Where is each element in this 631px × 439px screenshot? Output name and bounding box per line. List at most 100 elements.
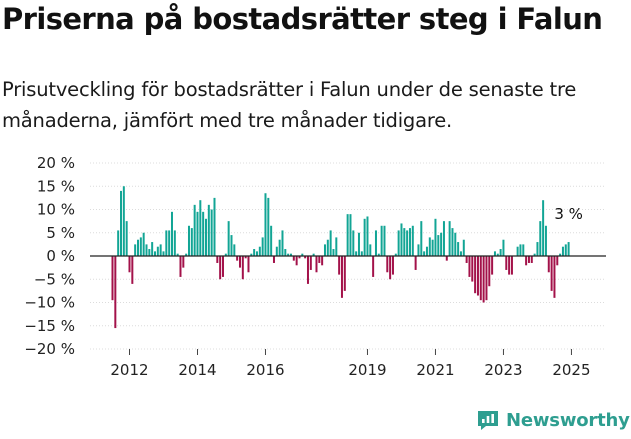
bar (236, 256, 239, 261)
chart-title: Priserna på bostadsrätter steg i Falun (2, 2, 603, 36)
bar (454, 232, 457, 256)
bar (482, 256, 485, 303)
x-tick-label: 2021 (416, 361, 454, 379)
bar (338, 256, 341, 275)
y-tick-label: 20 % (37, 154, 75, 172)
bar (386, 256, 389, 273)
bar (457, 242, 460, 256)
bar (224, 253, 227, 256)
bar (397, 230, 400, 256)
bar (159, 244, 162, 257)
bar (420, 221, 423, 257)
x-tick-label: 2023 (484, 361, 522, 379)
bar (474, 256, 477, 294)
bar (321, 256, 324, 266)
bar (340, 256, 343, 298)
bar (275, 246, 278, 256)
y-tick-label: −10 % (24, 294, 75, 312)
bar (289, 253, 292, 256)
bar (488, 256, 491, 287)
bar (170, 211, 173, 256)
bar (264, 193, 267, 256)
bar (357, 232, 360, 256)
bar (468, 256, 471, 277)
bar (227, 221, 230, 257)
y-tick-label: 10 % (37, 201, 75, 219)
bar (440, 232, 443, 256)
bar (128, 256, 131, 273)
y-tick-label: −20 % (24, 340, 75, 358)
bar (496, 253, 499, 256)
bar (176, 253, 179, 256)
bar (559, 253, 562, 256)
bars (111, 186, 570, 329)
bar (403, 228, 406, 256)
bar (360, 251, 363, 256)
bar (162, 251, 165, 256)
bar (539, 221, 542, 257)
bar (306, 256, 309, 284)
bar (199, 200, 202, 256)
bar (493, 251, 496, 256)
bar (202, 211, 205, 256)
bar (366, 216, 369, 256)
bar (428, 237, 431, 256)
bar (304, 256, 307, 259)
bar (204, 218, 207, 256)
bar (547, 256, 550, 273)
y-tick-label: −5 % (34, 270, 75, 288)
bar (391, 256, 394, 275)
bar (343, 256, 346, 291)
bar (332, 249, 335, 256)
bar (323, 244, 326, 257)
bar (261, 237, 264, 256)
bar (309, 256, 312, 270)
bar (238, 256, 241, 268)
bar (377, 253, 380, 256)
bar (117, 230, 120, 256)
bar (173, 230, 176, 256)
bar (120, 190, 122, 256)
bar (465, 256, 468, 263)
bar (154, 251, 156, 256)
bar (425, 246, 428, 256)
bar (142, 232, 145, 256)
bar (556, 256, 559, 266)
bar (380, 225, 383, 256)
bar (250, 253, 253, 256)
bar (156, 246, 159, 256)
bar (295, 256, 298, 266)
bar (471, 256, 474, 282)
bar (550, 256, 553, 291)
bar (165, 230, 168, 256)
bar-chart: 20 % 15 % 10 % 5 % 0 % −5 % −10 % −15 % −20 % 20… (24, 154, 606, 379)
bar (301, 253, 304, 256)
bar (139, 237, 142, 256)
bar (561, 246, 564, 256)
bar (508, 256, 511, 275)
bar (502, 239, 505, 256)
bar (114, 256, 117, 329)
bar (519, 244, 522, 257)
bar (213, 197, 216, 257)
bar (485, 256, 488, 301)
bar (369, 244, 372, 257)
brand-name: Newsworthy (506, 409, 630, 431)
bar (221, 256, 224, 277)
x-axis: 2012 2014 2016 2019 2021 2023 2025 (110, 349, 591, 379)
bar (182, 256, 185, 268)
bar (168, 230, 171, 256)
bar (374, 230, 377, 256)
x-tick-label: 2012 (110, 361, 148, 379)
bar (111, 256, 114, 301)
last-value-annotation: 3 % (554, 205, 583, 223)
bar (131, 256, 134, 284)
bar (253, 249, 256, 256)
bar (434, 218, 437, 256)
bar (346, 214, 349, 256)
bar (352, 230, 355, 256)
bar (326, 239, 329, 256)
bar (187, 225, 190, 256)
bar (193, 204, 196, 256)
bar (363, 218, 366, 256)
